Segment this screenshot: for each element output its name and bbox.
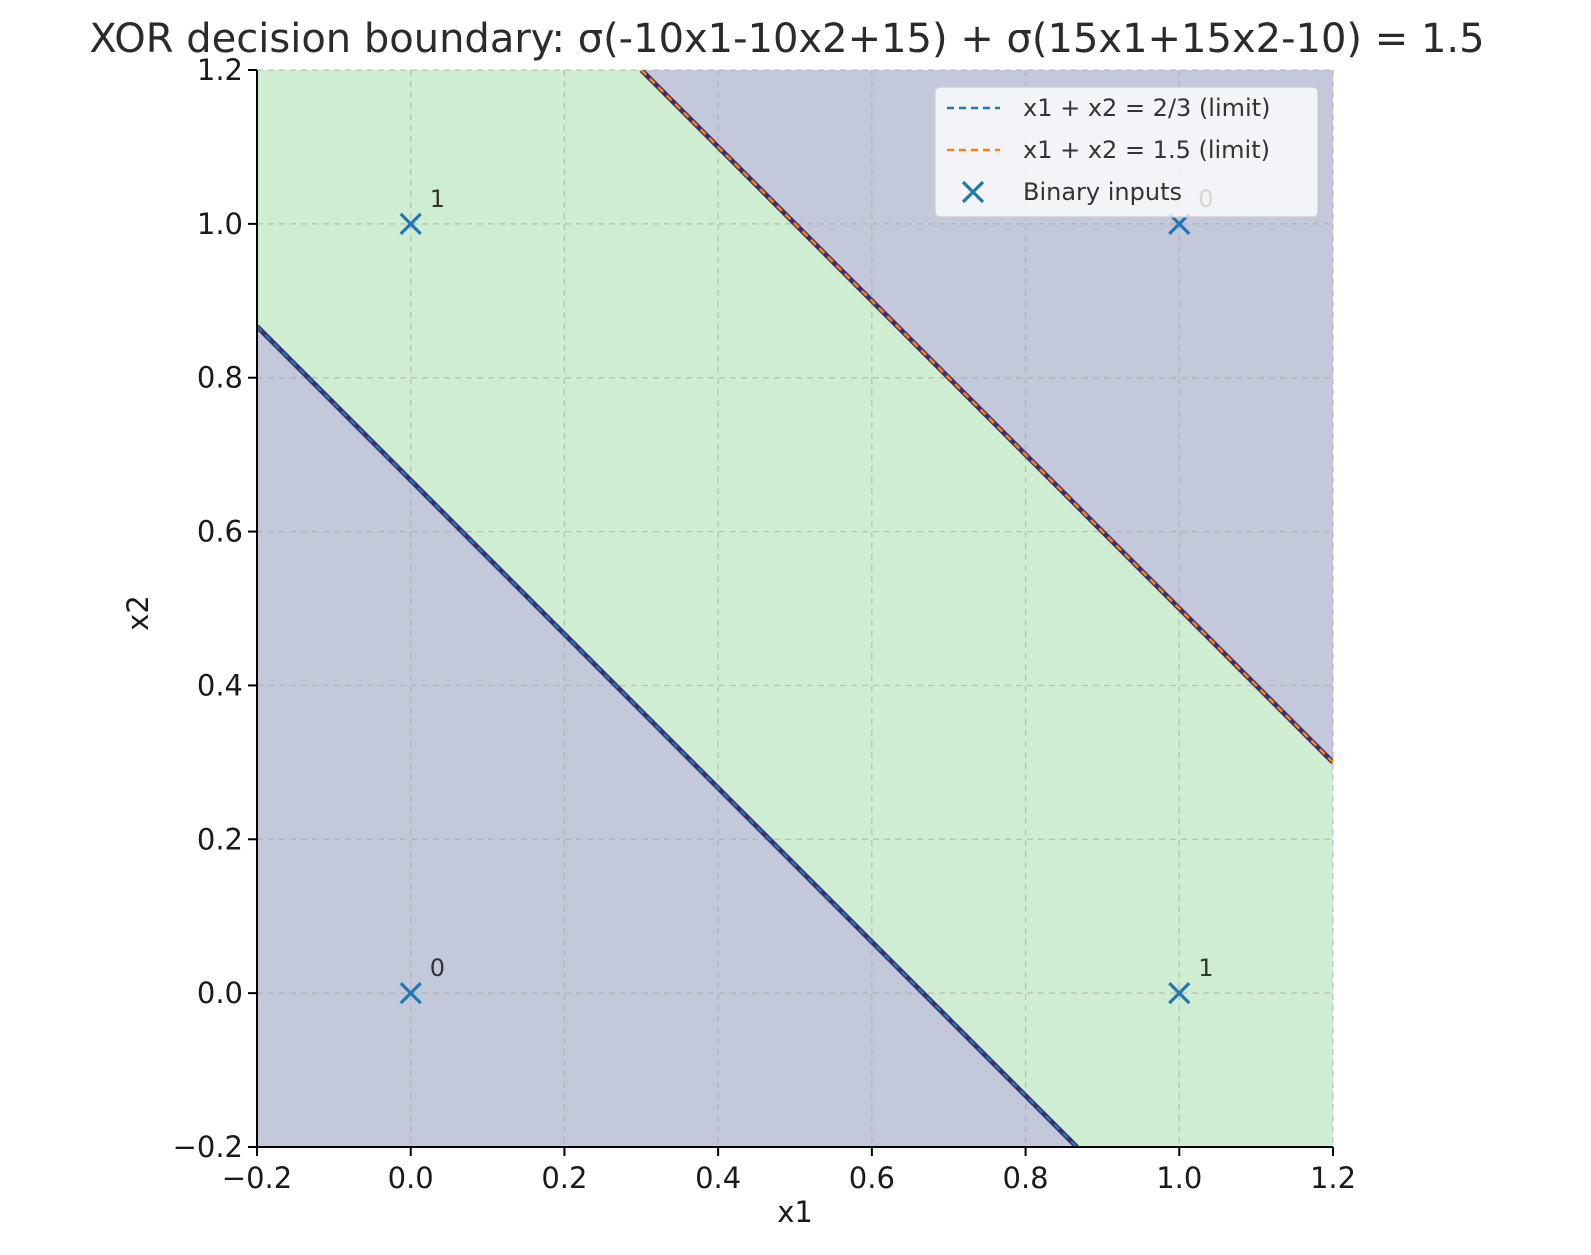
- y-tick-label: 0.4: [197, 668, 243, 702]
- legend-label-2: x1 + x2 = 1.5 (limit): [1023, 136, 1270, 164]
- point-marker-stroke: [1168, 982, 1191, 1005]
- legend: x1 + x2 = 2/3 (limit) x1 + x2 = 1.5 (limi…: [934, 86, 1319, 218]
- x-axis-label: x1: [777, 1195, 813, 1229]
- point-label: 1: [1198, 954, 1213, 982]
- x-tick-label: 0.2: [541, 1161, 587, 1195]
- point-marker-stroke: [399, 212, 422, 235]
- binary-input-point: 0: [399, 954, 445, 1005]
- limit-line-1: [257, 325, 1078, 1147]
- legend-marker-stroke: [961, 180, 985, 204]
- decision-boundary-2: [639, 70, 1333, 765]
- point-label: 0: [430, 954, 445, 982]
- x-tick-label: 0.6: [849, 1161, 895, 1195]
- x-tick-label: 1.0: [1156, 1161, 1202, 1195]
- chart-title: XOR decision boundary: σ(-10x1-10x2+15) …: [89, 16, 1484, 62]
- region-band: [257, 70, 1333, 1147]
- point-label: 1: [430, 185, 445, 213]
- point-marker-stroke: [399, 982, 422, 1005]
- x-tick-label: 1.2: [1310, 1161, 1356, 1195]
- legend-label-1: x1 + x2 = 2/3 (limit): [1023, 94, 1270, 122]
- binary-input-point: 1: [399, 185, 445, 235]
- y-tick-label: 0.2: [197, 822, 243, 856]
- legend-box: [934, 86, 1319, 218]
- y-tick-label: 0.0: [197, 976, 243, 1010]
- x-tick-label: −0.2: [222, 1161, 292, 1195]
- x-tick-label: 0.8: [1003, 1161, 1049, 1195]
- x-tick-label: 0.0: [388, 1161, 434, 1195]
- y-tick-label: 0.6: [197, 515, 243, 549]
- y-tick-label: 1.2: [197, 53, 243, 87]
- y-tick-label: 1.0: [197, 207, 243, 241]
- x-tick-label: 0.4: [695, 1161, 741, 1195]
- plot-area: 0110−0.20.00.20.40.60.81.01.2−0.20.00.20…: [173, 53, 1356, 1195]
- legend-label-points: Binary inputs: [1023, 178, 1182, 206]
- y-tick-label: −0.2: [173, 1130, 243, 1164]
- y-axis-label: x2: [121, 595, 155, 631]
- binary-input-point: 1: [1168, 954, 1214, 1005]
- y-tick-label: 0.8: [197, 361, 243, 395]
